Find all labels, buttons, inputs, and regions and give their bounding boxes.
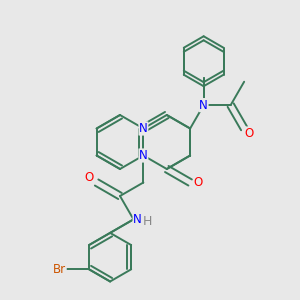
Text: Br: Br bbox=[53, 263, 66, 276]
Text: O: O bbox=[244, 127, 254, 140]
Text: H: H bbox=[143, 215, 152, 228]
Text: N: N bbox=[139, 149, 148, 162]
Text: N: N bbox=[139, 122, 148, 135]
Text: O: O bbox=[194, 176, 203, 189]
Text: O: O bbox=[84, 171, 93, 184]
Text: N: N bbox=[199, 99, 208, 112]
Text: N: N bbox=[133, 213, 142, 226]
